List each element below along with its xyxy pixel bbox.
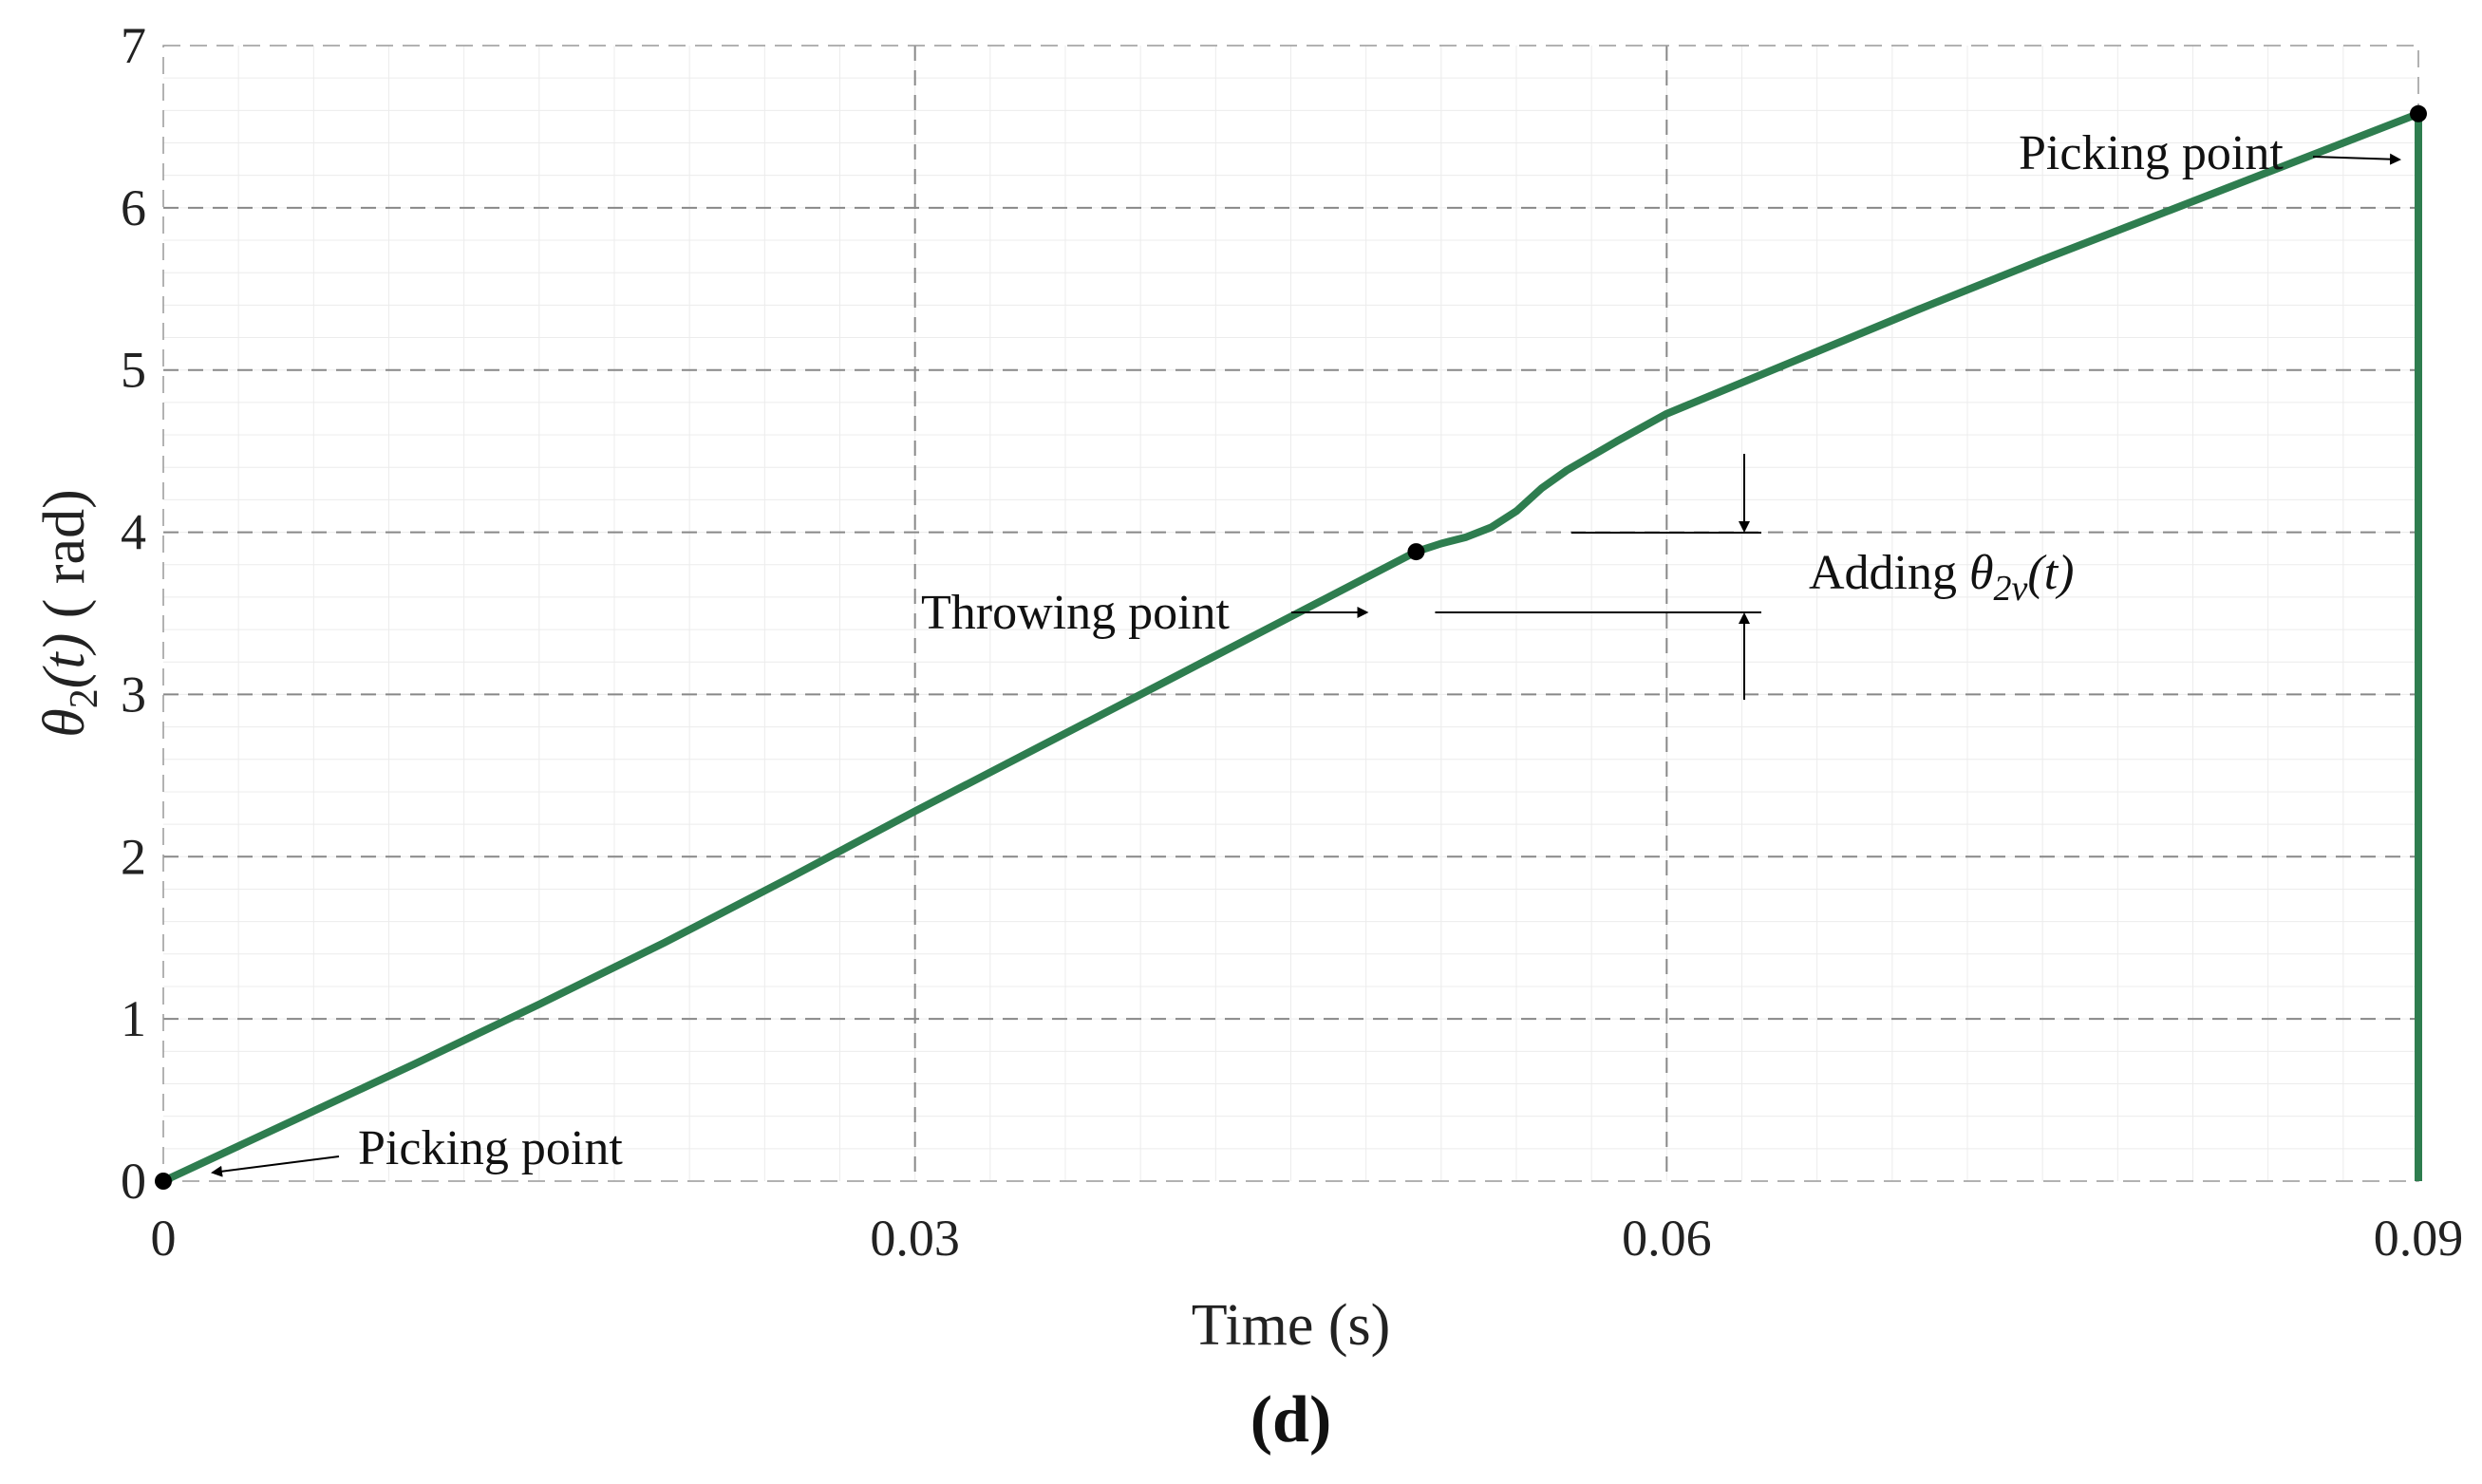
data-point-marker xyxy=(155,1173,172,1190)
x-tick-label: 0.03 xyxy=(870,1210,960,1267)
y-tick-label: 7 xyxy=(121,17,146,74)
y-tick-label: 4 xyxy=(121,504,146,561)
annotation-throwing-point: Throwing point xyxy=(921,586,1231,640)
panel-label: (d) xyxy=(1250,1383,1332,1456)
annotation-adding-theta: Adding θ2v(t) xyxy=(1809,546,2075,609)
annotation-layer: Picking point Throwing point Picking point… xyxy=(211,126,2401,1177)
series-layer xyxy=(161,109,2422,1185)
annotation-picking-point-end: Picking point xyxy=(2019,126,2284,180)
y-tick-labels: 0 1 2 3 4 5 6 7 xyxy=(121,17,146,1210)
data-point-marker xyxy=(2410,104,2427,122)
x-tick-label: 0.09 xyxy=(2374,1210,2464,1267)
marker-layer xyxy=(155,104,2427,1190)
x-tick-label: 0 xyxy=(151,1210,177,1267)
data-point-marker xyxy=(1407,543,1425,561)
x-tick-label: 0.06 xyxy=(1622,1210,1712,1267)
series-line xyxy=(161,109,2422,1185)
y-tick-label: 6 xyxy=(121,179,146,236)
y-tick-label: 2 xyxy=(121,828,146,885)
annotation-picking-point-start: Picking point xyxy=(358,1121,623,1175)
y-tick-label: 0 xyxy=(121,1153,146,1210)
y-axis-arg: (t) xyxy=(32,633,97,689)
annotation-arrow xyxy=(211,1155,340,1177)
annotation-arrow xyxy=(2312,153,2401,165)
svg-text:θ2(t) ( rad): θ2(t) ( rad) xyxy=(32,489,106,737)
annotation-adding-subscript: 2v xyxy=(1994,569,2028,609)
y-axis-unit: ( rad) xyxy=(32,489,97,632)
y-axis-title: θ2(t) ( rad) xyxy=(32,489,106,737)
y-tick-label: 1 xyxy=(121,990,146,1047)
annotation-adding-symbol: θ xyxy=(1969,546,1994,600)
annotation-adding-prefix: Adding xyxy=(1809,546,1969,600)
annotation-adding-arg: (t) xyxy=(2027,546,2074,600)
x-axis-title: Time (s) xyxy=(1192,1293,1391,1358)
y-axis-subscript: 2 xyxy=(63,688,106,708)
y-tick-label: 5 xyxy=(121,342,146,399)
x-tick-labels: 0 0.03 0.06 0.09 xyxy=(151,1210,2464,1267)
y-axis-symbol: θ xyxy=(32,708,97,737)
y-tick-label: 3 xyxy=(121,666,146,723)
